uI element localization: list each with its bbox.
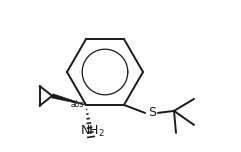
Polygon shape	[52, 94, 86, 105]
Text: S: S	[148, 106, 156, 119]
Text: abs: abs	[71, 100, 84, 109]
Text: NH$_2$: NH$_2$	[80, 124, 105, 139]
